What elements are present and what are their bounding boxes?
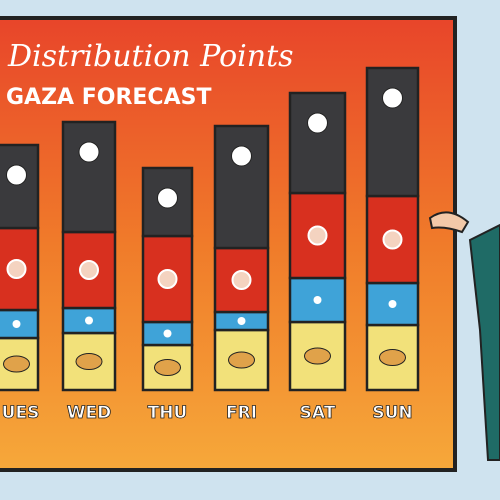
water-icon	[163, 329, 172, 338]
skull-icon	[231, 145, 252, 167]
x-tick-label: UES	[2, 403, 40, 423]
skull-icon	[307, 112, 328, 134]
x-tick-label: SUN	[372, 403, 412, 423]
presenter	[428, 211, 500, 461]
bread-icon	[154, 359, 181, 376]
injury-icon	[307, 225, 328, 246]
injury-icon	[382, 229, 403, 250]
water-icon	[313, 296, 322, 304]
bread-icon	[75, 353, 103, 370]
skull-icon	[382, 87, 403, 109]
x-tick-label: SAT	[300, 403, 336, 423]
skull-icon	[6, 164, 27, 186]
bread-icon	[379, 349, 406, 366]
injury-icon	[231, 270, 252, 290]
water-icon	[237, 317, 246, 325]
water-icon	[388, 300, 397, 308]
x-tick-label: FRI	[226, 403, 257, 423]
x-tick-label: THU	[148, 403, 188, 423]
bread-icon	[304, 347, 331, 365]
water-icon	[85, 316, 93, 325]
injury-icon	[157, 269, 178, 289]
skull-icon	[157, 187, 178, 209]
bread-icon	[3, 355, 30, 373]
chart-subtitle: GAZA FORECAST	[6, 85, 211, 110]
injury-icon	[6, 259, 27, 279]
bars: UES WED THU FRI SAT SUN	[0, 66, 420, 423]
x-tick-label: WED	[67, 403, 111, 423]
skull-icon	[78, 141, 100, 163]
bar-segment	[61, 120, 117, 234]
water-icon	[12, 320, 21, 328]
bar-segment	[288, 91, 347, 195]
bar-segment	[365, 66, 420, 198]
injury-icon	[79, 260, 99, 280]
bar-segment	[0, 143, 40, 230]
chart-title: Distribution Points	[7, 39, 294, 74]
bread-icon	[228, 351, 255, 369]
bar-segment	[213, 124, 270, 250]
